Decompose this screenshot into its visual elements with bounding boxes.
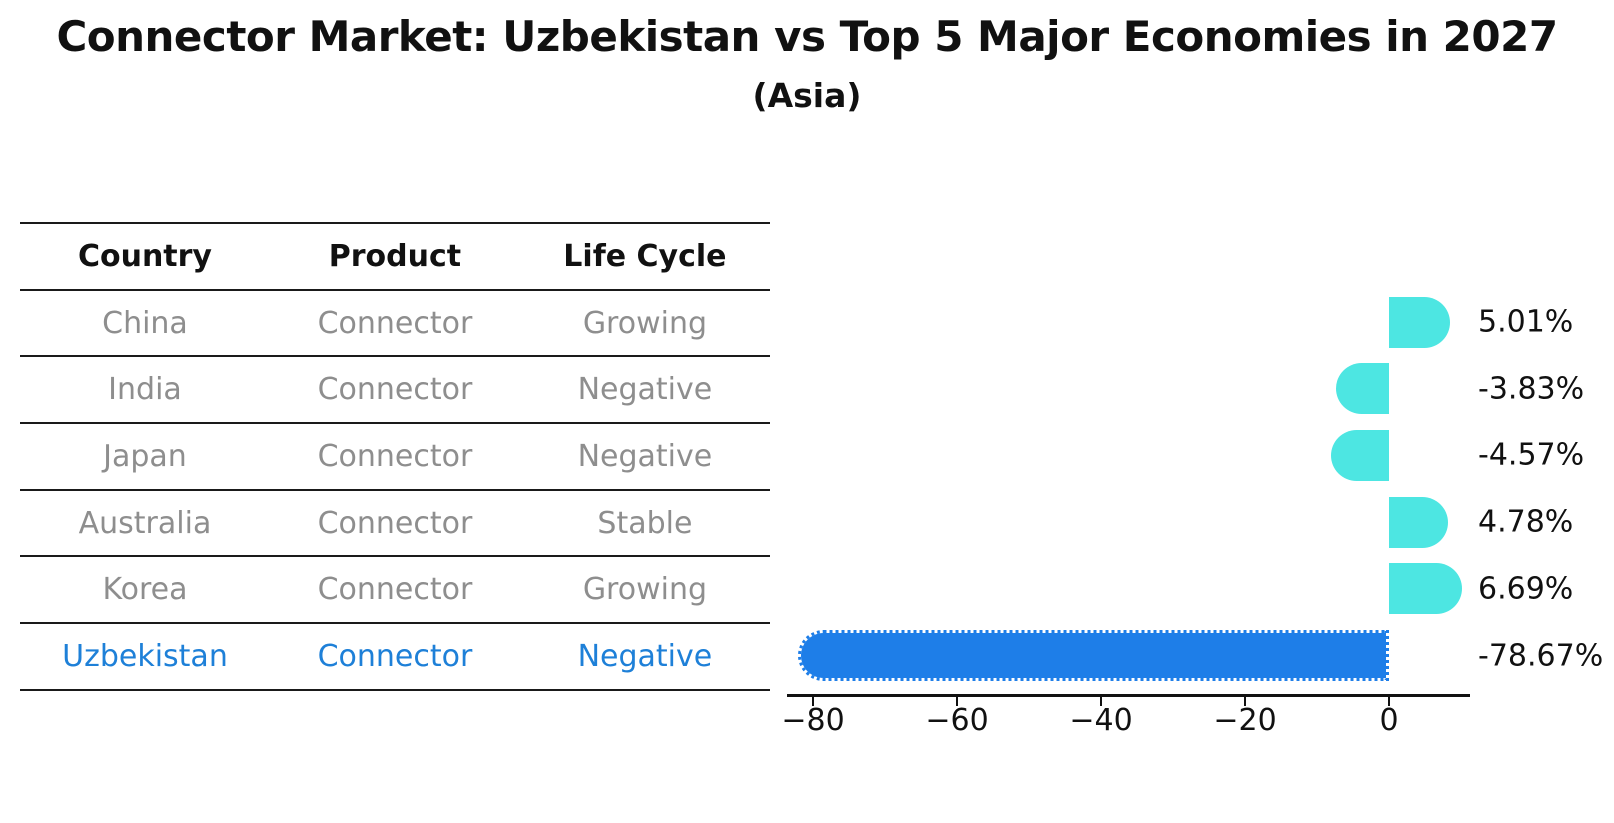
bar-india xyxy=(1336,363,1389,415)
value-label-uzbekistan: -78.67% xyxy=(1478,638,1604,674)
x-tick-label--20: −20 xyxy=(1213,703,1277,738)
bar-korea xyxy=(1389,563,1463,615)
column-header-product: Product xyxy=(328,238,462,274)
x-axis-line xyxy=(787,694,1470,697)
value-label-china: 5.01% xyxy=(1478,304,1574,340)
x-tick-mark--80 xyxy=(811,696,815,706)
product-cell: Connector xyxy=(317,638,473,674)
x-tick-mark-0 xyxy=(1387,696,1391,706)
x-tick-label--40: −40 xyxy=(1069,703,1133,738)
x-tick-label-0: 0 xyxy=(1379,703,1399,738)
life-cycle-cell: Negative xyxy=(577,372,713,408)
product-cell: Connector xyxy=(317,572,473,608)
table-row-china: China Connector Growing xyxy=(20,288,770,356)
bar-china xyxy=(1389,296,1451,348)
country-cell: Korea xyxy=(102,572,188,608)
chart-subtitle: (Asia) xyxy=(752,76,862,115)
country-cell: Australia xyxy=(78,505,212,541)
chart-title: Connector Market: Uzbekistan vs Top 5 Ma… xyxy=(56,12,1558,61)
value-label-india: -3.83% xyxy=(1478,371,1585,407)
bar-australia xyxy=(1389,496,1449,548)
product-cell: Connector xyxy=(317,372,473,408)
country-table: Country Product Life Cycle China Connector Gr… xyxy=(20,222,770,691)
product-cell: Connector xyxy=(317,438,473,474)
life-cycle-cell: Negative xyxy=(577,638,713,674)
life-cycle-cell: Negative xyxy=(577,438,713,474)
life-cycle-cell: Growing xyxy=(582,572,708,608)
table-row-australia: Australia Connector Stable xyxy=(20,488,770,556)
life-cycle-cell: Growing xyxy=(582,305,708,341)
product-cell: Connector xyxy=(317,305,473,341)
value-label-korea: 6.69% xyxy=(1478,571,1574,607)
column-header-country: Country xyxy=(77,238,212,274)
country-cell: Japan xyxy=(103,438,187,474)
bar-uzbekistan xyxy=(797,630,1389,682)
country-cell: Uzbekistan xyxy=(62,638,228,674)
x-tick-mark--60 xyxy=(955,696,959,706)
table-header-row: Country Product Life Cycle xyxy=(20,222,770,289)
x-tick-label--60: −60 xyxy=(925,703,989,738)
x-tick-mark--40 xyxy=(1099,696,1103,706)
table-row-korea: Korea Connector Growing xyxy=(20,555,770,622)
x-tick-label--80: −80 xyxy=(781,703,845,738)
country-cell: China xyxy=(102,305,188,341)
table-row-uzbekistan: Uzbekistan Connector Negative xyxy=(20,622,770,689)
bar-japan xyxy=(1331,429,1389,481)
table-row-japan: Japan Connector Negative xyxy=(20,422,770,489)
life-cycle-cell: Stable xyxy=(597,505,693,541)
value-label-australia: 4.78% xyxy=(1478,504,1574,540)
product-cell: Connector xyxy=(317,505,473,541)
x-tick-mark--20 xyxy=(1243,696,1247,706)
column-header-life-cycle: Life Cycle xyxy=(563,238,727,274)
country-cell: India xyxy=(108,372,182,408)
table-row-india: India Connector Negative xyxy=(20,355,770,422)
value-label-japan: -4.57% xyxy=(1478,437,1585,473)
